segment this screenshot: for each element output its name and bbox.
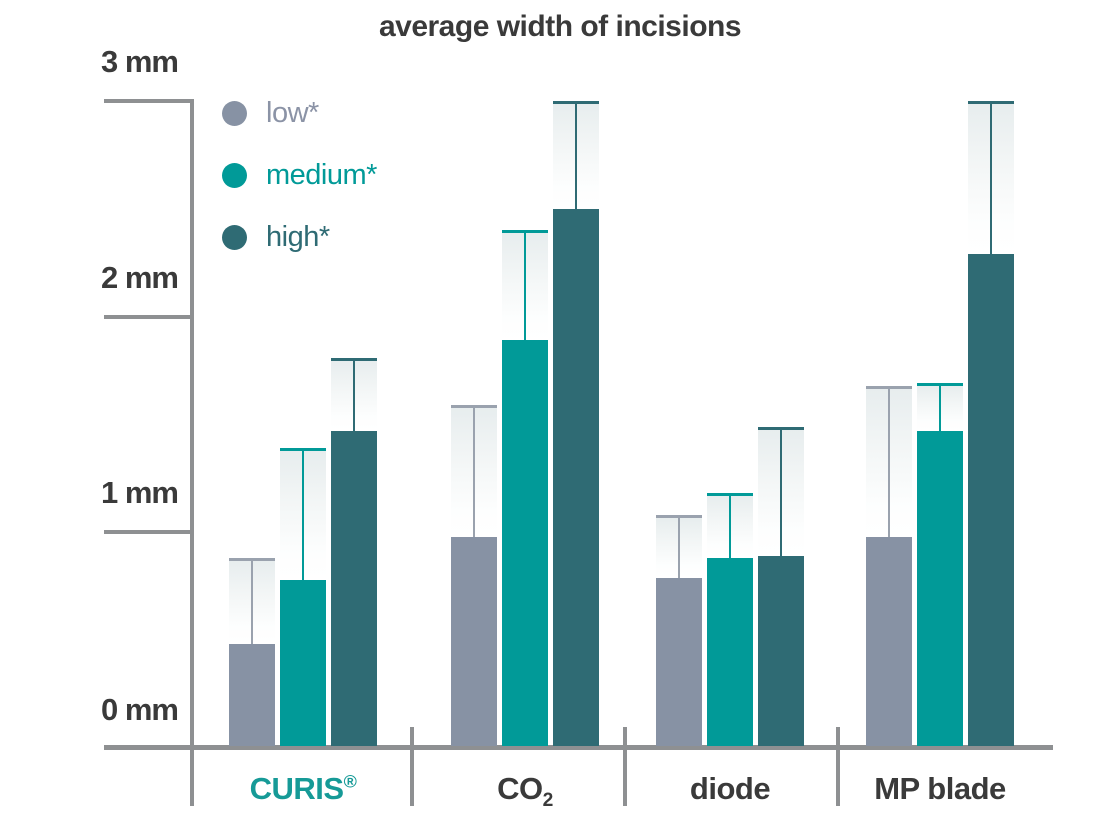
error-bar bbox=[656, 515, 702, 578]
error-whisker-line bbox=[575, 104, 577, 209]
bar-mp-blade-high bbox=[968, 254, 1014, 746]
bar-diode-low bbox=[656, 578, 702, 746]
group-separator bbox=[836, 727, 840, 806]
category-label: CURIS® bbox=[249, 771, 357, 806]
legend-item-label: low* bbox=[266, 96, 319, 129]
error-bar bbox=[866, 386, 912, 537]
y-axis-label-1mm: 1 mm bbox=[101, 475, 179, 510]
error-whisker-line bbox=[251, 561, 253, 644]
bar-mp-blade-medium bbox=[917, 431, 963, 746]
error-bar bbox=[968, 101, 1014, 254]
bar-curis--high bbox=[331, 431, 377, 746]
legend-item: low* bbox=[222, 96, 319, 129]
legend-dot-icon bbox=[222, 224, 247, 250]
error-bar bbox=[707, 493, 753, 558]
error-bar bbox=[280, 448, 326, 580]
error-bar bbox=[553, 101, 599, 209]
bar-co2-high bbox=[553, 209, 599, 746]
error-whisker-line bbox=[473, 408, 475, 537]
category-label: diode bbox=[689, 771, 771, 806]
legend-dot-icon bbox=[222, 100, 247, 126]
y-axis-tick-3mm bbox=[104, 99, 192, 103]
legend-item-label: medium* bbox=[266, 158, 377, 191]
y-axis-tick-1mm bbox=[104, 530, 192, 534]
category-label: MP blade bbox=[874, 771, 1006, 806]
x-axis-line bbox=[104, 745, 1053, 750]
y-axis-line bbox=[190, 99, 194, 806]
bar-mp-blade-low bbox=[866, 537, 912, 746]
bar-co2-low bbox=[451, 537, 497, 746]
y-axis-tick-2mm bbox=[104, 315, 192, 319]
legend-dot-icon bbox=[222, 162, 247, 188]
legend-item-label: high* bbox=[266, 220, 330, 253]
error-bar bbox=[502, 230, 548, 340]
error-whisker-line bbox=[990, 104, 992, 254]
y-axis-label-2mm: 2 mm bbox=[101, 260, 179, 295]
error-whisker-line bbox=[302, 451, 304, 580]
legend-item: high* bbox=[222, 220, 330, 253]
error-whisker-line bbox=[678, 518, 680, 578]
error-whisker-line bbox=[888, 389, 890, 537]
group-separator bbox=[623, 727, 627, 806]
chart-title: average width of incisions bbox=[378, 10, 742, 43]
group-separator bbox=[410, 727, 414, 806]
legend-item: medium* bbox=[222, 158, 377, 191]
y-axis-label-0mm: 0 mm bbox=[101, 692, 179, 727]
bar-curis--medium bbox=[280, 580, 326, 746]
error-bar bbox=[229, 558, 275, 644]
error-whisker-line bbox=[939, 386, 941, 431]
bar-curis--low bbox=[229, 644, 275, 746]
y-axis-label-3mm: 3 mm bbox=[101, 44, 179, 79]
error-bar bbox=[331, 358, 377, 431]
error-whisker-line bbox=[353, 361, 355, 431]
error-whisker-line bbox=[780, 430, 782, 556]
error-whisker-line bbox=[729, 496, 731, 558]
bar-co2-medium bbox=[502, 340, 548, 746]
error-bar bbox=[917, 383, 963, 431]
error-whisker-line bbox=[524, 233, 526, 340]
error-bar bbox=[758, 427, 804, 556]
bar-diode-high bbox=[758, 556, 804, 746]
category-label: CO2 bbox=[497, 771, 553, 811]
bar-diode-medium bbox=[707, 558, 753, 746]
error-bar bbox=[451, 405, 497, 537]
